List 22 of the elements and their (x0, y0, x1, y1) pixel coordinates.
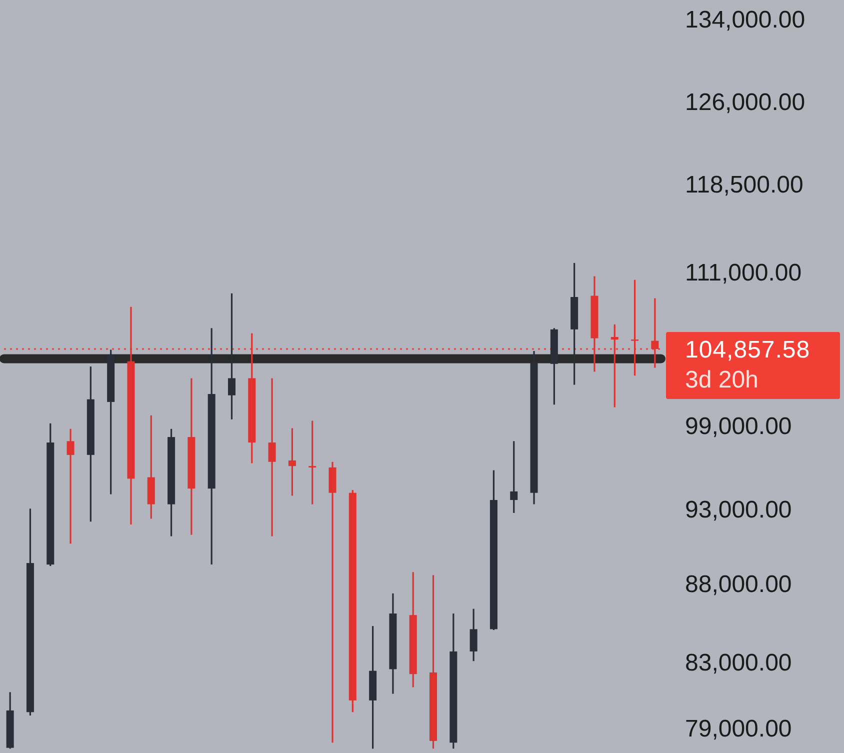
candlestick (268, 377, 276, 538)
y-tick-label: 93,000.00 (685, 496, 792, 524)
y-tick-label: 111,000.00 (685, 259, 802, 286)
y-tick-label: 88,000.00 (685, 570, 792, 598)
y-tick-label: 99,000.00 (685, 412, 792, 440)
candlestick (631, 279, 639, 376)
candlestick (328, 461, 336, 744)
candlestick (288, 427, 296, 496)
candlestick (308, 420, 316, 506)
y-tick-label: 126,000.00 (685, 89, 806, 116)
y-tick-label: 118,500.00 (685, 172, 804, 199)
candlestick (510, 440, 518, 514)
ref-line-label: 104,857.58 (685, 336, 810, 364)
candlestick (470, 608, 478, 662)
candlestick (228, 292, 236, 420)
candlestick (610, 324, 618, 408)
y-tick-label: 134,000.00 (685, 6, 806, 34)
candlestick (66, 428, 74, 544)
candlestick (651, 297, 659, 369)
text: 3d 20h (685, 366, 758, 394)
y-tick-label: 83,000.00 (685, 649, 792, 676)
y-tick-label: 79,000.00 (685, 716, 792, 743)
